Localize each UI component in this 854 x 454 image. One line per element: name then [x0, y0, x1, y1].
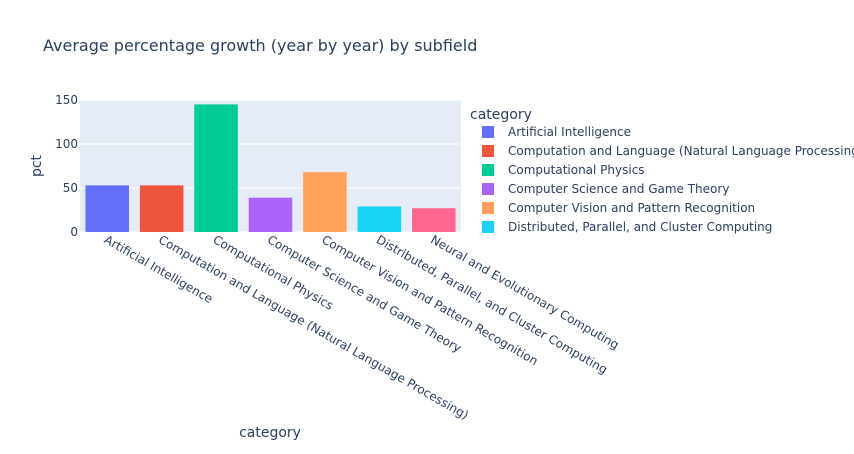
y-tick-label: 150 — [55, 93, 78, 107]
legend-item[interactable]: Distributed, Parallel, and Cluster Compu… — [482, 220, 772, 234]
y-axis-label: pct — [29, 154, 45, 177]
legend-swatch — [482, 183, 494, 195]
legend-swatch — [482, 202, 494, 214]
legend-item[interactable]: Computation and Language (Natural Langua… — [482, 144, 854, 158]
legend-label: Computation and Language (Natural Langua… — [508, 144, 854, 158]
x-axis-label: category — [239, 425, 301, 441]
y-axis-tick-labels: 0 50 100 150 — [55, 93, 78, 239]
bar[interactable] — [248, 197, 293, 232]
legend: category Artificial Intelligence Computat… — [470, 107, 854, 234]
bar[interactable] — [85, 185, 129, 232]
legend-label: Artificial Intelligence — [508, 125, 631, 139]
y-tick-label: 100 — [55, 137, 78, 151]
bar[interactable] — [303, 172, 347, 232]
chart-title: Average percentage growth (year by year)… — [43, 36, 477, 55]
y-tick-label: 50 — [63, 181, 78, 195]
legend-item[interactable]: Artificial Intelligence — [482, 125, 631, 139]
legend-item[interactable]: Computer Vision and Pattern Recognition — [482, 201, 755, 215]
legend-items: Artificial Intelligence Computation and L… — [482, 125, 854, 234]
legend-label: Computer Vision and Pattern Recognition — [508, 201, 755, 215]
legend-label: Computational Physics — [508, 163, 645, 177]
legend-swatch — [482, 126, 494, 138]
legend-title: category — [470, 107, 532, 123]
legend-item[interactable]: Computer Science and Game Theory — [482, 182, 729, 196]
legend-item[interactable]: Computational Physics — [482, 163, 645, 177]
bar[interactable] — [139, 185, 184, 232]
bar[interactable] — [357, 206, 402, 232]
legend-swatch — [482, 221, 494, 233]
bars — [85, 104, 456, 232]
legend-swatch — [482, 145, 494, 157]
legend-label: Distributed, Parallel, and Cluster Compu… — [508, 220, 772, 234]
bar[interactable] — [194, 104, 238, 232]
legend-label: Computer Science and Game Theory — [508, 182, 729, 196]
bar[interactable] — [412, 208, 456, 232]
x-tick-label: Distributed, Parallel, and Cluster Compu… — [374, 232, 610, 376]
y-tick-label: 0 — [70, 225, 78, 239]
legend-swatch — [482, 164, 494, 176]
